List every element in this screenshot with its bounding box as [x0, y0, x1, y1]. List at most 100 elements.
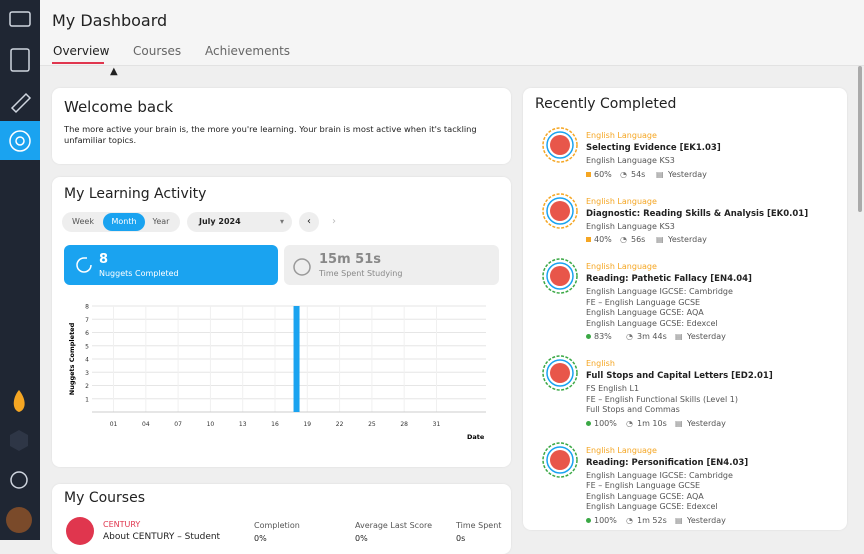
- x-tick-label: 04: [142, 421, 150, 428]
- item-title[interactable]: Diagnostic: Reading Skills & Analysis [E…: [586, 208, 809, 219]
- y-tick-label: 7: [85, 317, 89, 324]
- item-title[interactable]: Full Stops and Capital Letters [ED2.01]: [586, 371, 773, 381]
- y-axis-label: Nuggets Completed: [68, 322, 76, 395]
- y-tick-label: 4: [85, 357, 89, 364]
- period[interactable]: Month: [103, 213, 145, 231]
- time-icon: ◔: [626, 515, 633, 525]
- cursor: ▲: [110, 66, 118, 77]
- nav-icon[interactable]: [9, 11, 31, 27]
- item-tag: English Language GCSE: Edexcel: [586, 318, 718, 328]
- item-title[interactable]: Reading: Pathetic Fallacy [EN4.04]: [586, 274, 752, 284]
- cell: 0s: [456, 534, 466, 543]
- nav-icon[interactable]: [9, 130, 31, 152]
- when-icon: ▤: [675, 332, 683, 341]
- score-marker: [586, 171, 591, 177]
- when-icon: ▤: [656, 169, 664, 179]
- item-subject: English: [586, 359, 615, 368]
- stat-icon: [76, 257, 92, 273]
- x-tick-label: 31: [433, 421, 441, 428]
- cell: 0%: [254, 534, 267, 543]
- item-subject: English Language: [586, 196, 657, 206]
- score-marker: [586, 517, 591, 523]
- item-time: 56s: [631, 235, 646, 244]
- item-time: 1m 10s: [637, 418, 667, 428]
- active-nav: [0, 121, 40, 160]
- stat-value: 15m 51s: [319, 252, 381, 267]
- badge-icon[interactable]: [10, 430, 28, 451]
- tab[interactable]: Achievements: [205, 44, 291, 58]
- item-time: 3m 44s: [637, 332, 667, 341]
- score-marker: [586, 420, 591, 426]
- score-marker: [586, 237, 591, 242]
- when-icon: ▤: [675, 418, 683, 428]
- item-score: 100%: [594, 418, 617, 428]
- item-when: Yesterday: [687, 515, 726, 525]
- period[interactable]: Week: [72, 217, 94, 226]
- avatar[interactable]: [6, 507, 32, 533]
- time-icon: ◔: [620, 169, 627, 179]
- item-subject: English Language: [586, 131, 657, 140]
- item-tag: English Language GCSE: AQA: [586, 308, 704, 317]
- item-when: Yesterday: [668, 235, 707, 244]
- y-tick-label: 1: [85, 396, 89, 403]
- tab[interactable]: Overview: [53, 44, 110, 58]
- scrollbar[interactable]: [858, 66, 862, 212]
- item-tag: English Language KS3: [586, 156, 675, 165]
- item-icon: [542, 127, 578, 163]
- stat-label: Time Spent Studying: [319, 269, 403, 278]
- sidebar: [0, 0, 40, 540]
- tab-underline: [52, 62, 104, 64]
- x-tick-label: 28: [400, 421, 408, 428]
- courses-title: My Courses: [64, 490, 145, 506]
- item-tag: English Language IGCSE: Cambridge: [586, 470, 733, 480]
- nav-icon-inner: [15, 136, 25, 146]
- when-icon: ▤: [675, 515, 683, 525]
- recent-card: Recently Completed English Language Selec…: [523, 88, 847, 530]
- x-tick-label: 16: [271, 421, 279, 428]
- stat-card: 15m 51s Time Spent Studying: [284, 245, 499, 285]
- item-title[interactable]: Reading: Personification [EN4.03]: [586, 457, 749, 468]
- top-bar: My Dashboard: [40, 0, 864, 66]
- stat-card: 8 Nuggets Completed: [64, 245, 278, 285]
- item-title[interactable]: Selecting Evidence [EK1.03]: [586, 143, 721, 153]
- activity-chart: 1 2 3 4 5 6 7 8 01 04 07 10 13 16 19 22 25 28 31 Date Nugget…: [68, 304, 486, 441]
- x-tick-label: 22: [336, 421, 344, 428]
- x-tick-label: 19: [303, 421, 311, 428]
- item-tag: English Language GCSE: Edexcel: [586, 502, 718, 511]
- item-tag: English Language KS3: [586, 221, 675, 231]
- streak-icon[interactable]: [13, 390, 25, 412]
- y-tick-label: 2: [85, 383, 89, 390]
- item-icon: [542, 258, 578, 294]
- score-marker: [586, 334, 591, 339]
- month-select[interactable]: July 2024 ▾: [187, 212, 292, 232]
- period[interactable]: Year: [152, 217, 170, 226]
- nav-icon[interactable]: [10, 92, 32, 114]
- tab[interactable]: Courses: [133, 44, 182, 58]
- item-score: 40%: [594, 235, 612, 244]
- recent-title: Recently Completed: [535, 96, 677, 112]
- course-logo: [66, 517, 94, 545]
- item-tag: Full Stops and Commas: [586, 405, 680, 414]
- cell: 0%: [355, 534, 368, 543]
- item-time: 54s: [631, 169, 646, 179]
- nav-icon[interactable]: [10, 48, 30, 72]
- help-icon[interactable]: [10, 471, 28, 489]
- item-tag: English Language GCSE: AQA: [586, 491, 704, 501]
- course-brand: CENTURY: [103, 520, 141, 529]
- item-when: Yesterday: [687, 418, 726, 428]
- prev-button[interactable]: ‹: [299, 212, 319, 232]
- y-tick-label: 8: [85, 304, 89, 311]
- stat-icon: [293, 258, 311, 276]
- course-name[interactable]: About CENTURY – Student: [103, 532, 221, 542]
- item-when: Yesterday: [687, 332, 726, 341]
- item-score: 100%: [594, 515, 617, 525]
- next-button[interactable]: ›: [332, 216, 336, 227]
- y-tick-label: 5: [85, 343, 89, 350]
- item-subject: English Language: [586, 445, 657, 455]
- item-time: 1m 52s: [637, 515, 667, 525]
- activity-title: My Learning Activity: [64, 186, 207, 202]
- item-tag: FE – English Functional Skills (Level 1): [586, 394, 738, 404]
- welcome-title: Welcome back: [64, 98, 174, 116]
- item-when: Yesterday: [668, 169, 707, 179]
